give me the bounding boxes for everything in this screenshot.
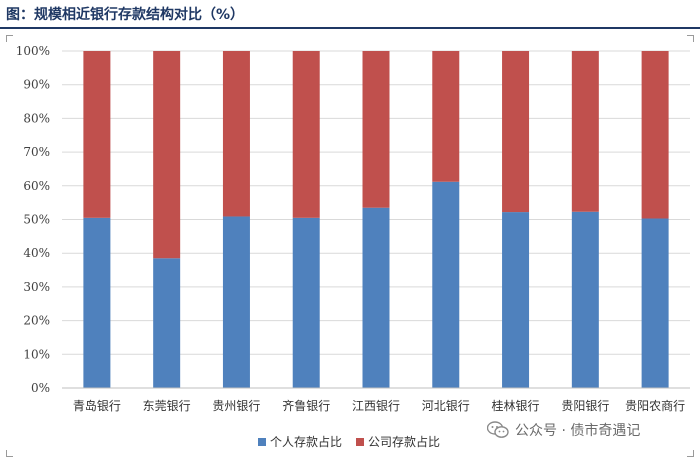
bar-segment: [222, 51, 250, 217]
x-tick-label: 河北银行: [422, 399, 470, 413]
y-tick-label: 100%: [16, 44, 50, 58]
chart-legend: 个人存款占比 公司存款占比: [258, 433, 454, 450]
x-tick-label: 东莞银行: [143, 399, 191, 413]
legend-label: 个人存款占比: [270, 435, 343, 449]
bar-segment: [571, 211, 599, 388]
bar-segment: [153, 51, 181, 259]
bar-segment: [432, 51, 460, 182]
x-tick-label: 桂林银行: [492, 398, 540, 413]
bar-segment: [571, 51, 599, 212]
y-tick-label: 20%: [23, 314, 50, 328]
legend-item: 公司存款占比: [356, 433, 440, 450]
y-tick-label: 30%: [23, 280, 50, 294]
x-tick-label: 青岛银行: [73, 398, 121, 413]
bar-segment: [292, 51, 320, 218]
title-underline: [0, 27, 700, 29]
x-tick-label: 贵州银行: [212, 399, 260, 413]
x-tick-label: 贵阳农商行: [625, 398, 685, 413]
bar-segment: [641, 51, 669, 219]
y-tick-label: 80%: [23, 111, 50, 125]
bar-segment: [222, 216, 250, 388]
bar-segment: [362, 207, 390, 388]
bar-segment: [292, 217, 320, 388]
x-tick-label: 齐鲁银行: [282, 398, 330, 413]
x-tick-label: 江西银行: [352, 399, 400, 413]
bar-segment: [153, 258, 181, 388]
bar-segment: [502, 51, 530, 213]
bar-segment: [641, 218, 669, 388]
watermark: 公众号 · 债市奇遇记: [487, 420, 640, 440]
y-tick-label: 90%: [23, 78, 50, 92]
frame-corner: [6, 35, 13, 42]
y-tick-label: 40%: [23, 246, 50, 260]
legend-label: 公司存款占比: [368, 435, 441, 449]
bar-segment: [502, 212, 530, 388]
bar-segment: [83, 51, 111, 218]
y-tick-label: 60%: [23, 179, 50, 193]
frame-corner: [687, 450, 694, 457]
bar-segment: [432, 181, 460, 388]
bar-segment: [362, 51, 390, 208]
frame-corner: [687, 35, 694, 42]
bar-segment: [83, 217, 111, 388]
watermark-text: 公众号 · 债市奇遇记: [515, 423, 641, 439]
y-tick-label: 70%: [23, 145, 50, 159]
y-tick-label: 0%: [31, 381, 50, 395]
y-tick-label: 10%: [23, 347, 50, 361]
wechat-icon: [487, 421, 509, 438]
x-tick-label: 贵阳银行: [561, 399, 609, 413]
legend-swatch: [258, 437, 266, 446]
chart-title: 图：规模相近银行存款结构对比（%）: [6, 7, 245, 23]
legend-swatch: [356, 437, 365, 446]
legend-item: 个人存款占比: [258, 433, 342, 450]
frame-corner: [6, 450, 13, 457]
y-tick-label: 50%: [23, 213, 50, 227]
